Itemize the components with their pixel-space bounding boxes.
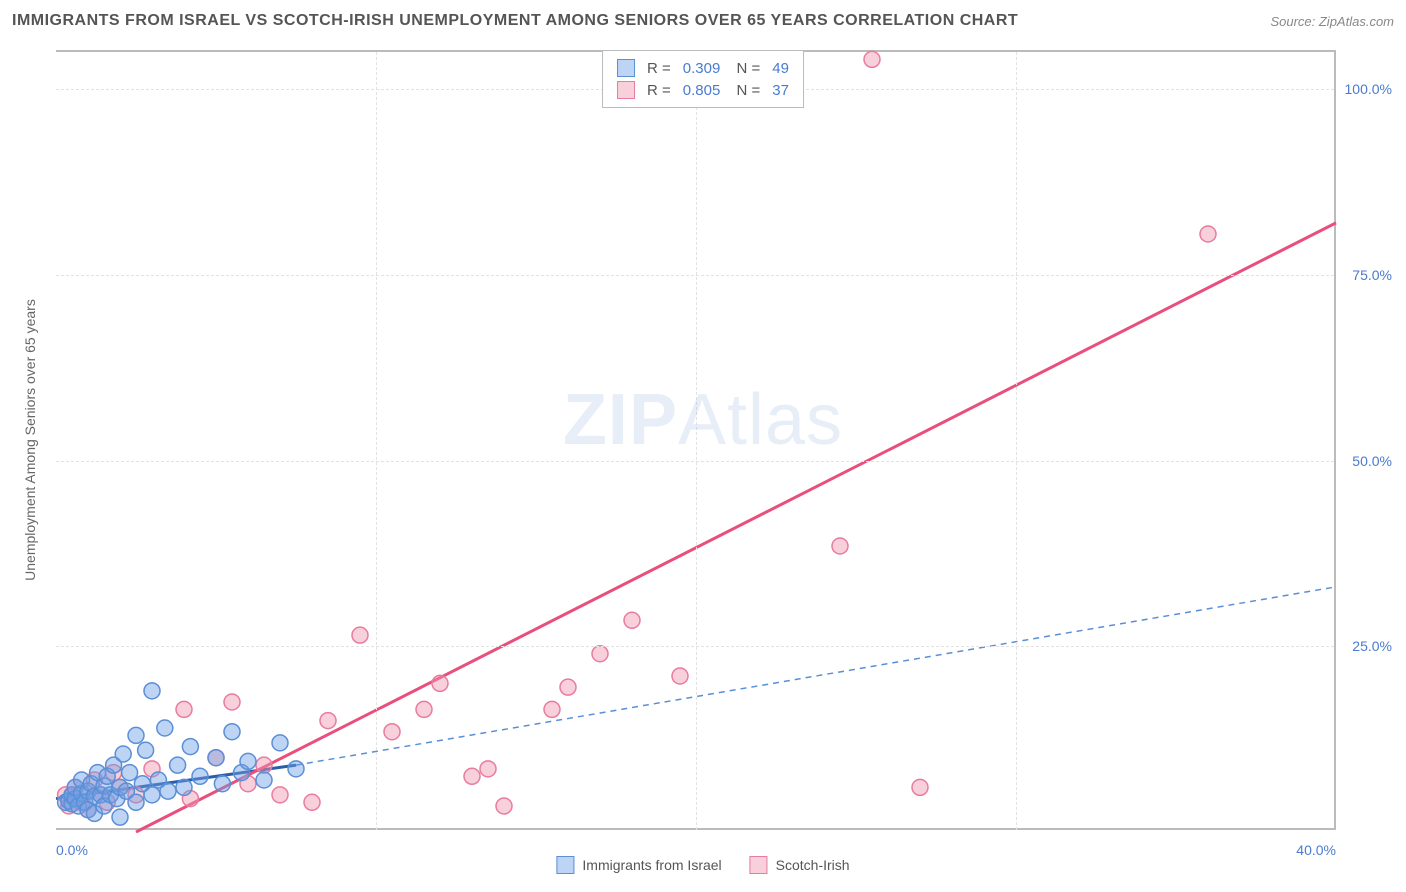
legend-n-label: N = [732,82,760,99]
y-tick-label: 50.0% [1340,453,1392,469]
legend-n-value-2: 37 [772,82,789,99]
data-point [128,727,144,743]
correlation-legend: R = 0.309 N = 49 R = 0.805 N = 37 [602,50,804,108]
gridline-h [56,461,1334,462]
data-point [128,794,144,810]
data-point [416,701,432,717]
data-point [912,779,928,795]
y-tick-label: 25.0% [1340,638,1392,654]
legend-n-value-1: 49 [772,60,789,77]
y-tick-label: 100.0% [1340,81,1392,97]
legend-row-series-2: R = 0.805 N = 37 [617,79,789,101]
data-point [592,646,608,662]
data-point [352,627,368,643]
data-point [160,783,176,799]
data-point [672,668,688,684]
legend-item-series-1: Immigrants from Israel [556,856,721,874]
data-point [560,679,576,695]
legend-label-2: Scotch-Irish [776,857,850,873]
data-point [304,794,320,810]
data-point [138,742,154,758]
legend-swatch-series-2 [617,81,635,99]
x-tick-label: 40.0% [1296,842,1336,858]
legend-row-series-1: R = 0.309 N = 49 [617,57,789,79]
trend-line [136,223,1336,832]
data-point [192,768,208,784]
legend-label-1: Immigrants from Israel [582,857,721,873]
data-point [214,776,230,792]
data-point [272,735,288,751]
data-point [182,739,198,755]
y-axis-title: Unemployment Among Seniors over 65 years [22,299,38,581]
data-point [240,753,256,769]
data-point [832,538,848,554]
series-legend: Immigrants from Israel Scotch-Irish [556,856,849,874]
data-point [432,675,448,691]
data-point [464,768,480,784]
data-point [208,750,224,766]
gridline-v [376,52,377,830]
data-point [144,683,160,699]
trend-line [296,587,1336,765]
chart-canvas [56,52,1334,830]
title-bar: IMMIGRANTS FROM ISRAEL VS SCOTCH-IRISH U… [12,12,1394,30]
legend-n-label: N = [732,60,760,77]
data-point [256,757,272,773]
x-tick-label: 0.0% [56,842,88,858]
legend-r-label: R = [647,82,671,99]
data-point [224,694,240,710]
legend-swatch-series-1 [617,59,635,77]
data-point [170,757,186,773]
data-point [1200,226,1216,242]
legend-swatch-bottom-2 [750,856,768,874]
source-credit: Source: ZipAtlas.com [1270,14,1394,29]
data-point [176,779,192,795]
data-point [288,761,304,777]
legend-r-label: R = [647,60,671,77]
legend-swatch-bottom-1 [556,856,574,874]
legend-item-series-2: Scotch-Irish [750,856,850,874]
gridline-v [696,52,697,830]
data-point [544,701,560,717]
data-point [176,701,192,717]
data-point [112,809,128,825]
data-point [122,765,138,781]
data-point [480,761,496,777]
legend-r-value-1: 0.309 [683,60,721,77]
gridline-h [56,275,1334,276]
data-point [256,772,272,788]
data-point [624,612,640,628]
gridline-h [56,646,1334,647]
data-point [320,713,336,729]
data-point [224,724,240,740]
y-tick-label: 75.0% [1340,267,1392,283]
data-point [384,724,400,740]
data-point [496,798,512,814]
data-point [272,787,288,803]
data-point [864,51,880,67]
data-point [115,746,131,762]
chart-title: IMMIGRANTS FROM ISRAEL VS SCOTCH-IRISH U… [12,12,1018,30]
plot-area: 25.0%50.0%75.0%100.0%0.0%40.0% [56,50,1336,830]
gridline-v [1016,52,1017,830]
data-point [157,720,173,736]
legend-r-value-2: 0.805 [683,82,721,99]
data-point [144,787,160,803]
